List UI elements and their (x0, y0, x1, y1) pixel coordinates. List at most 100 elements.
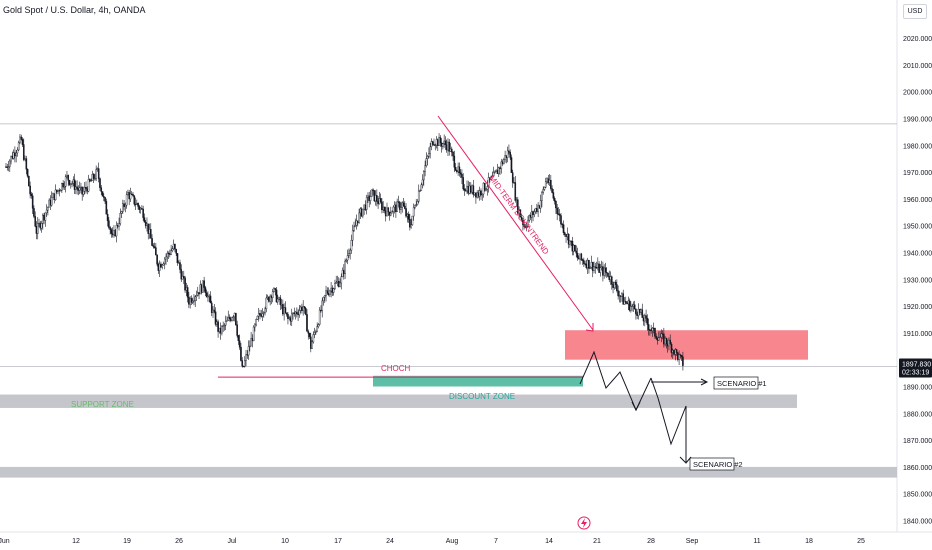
candle-body (196, 292, 199, 296)
candle-body (571, 240, 574, 252)
candle-body (48, 199, 50, 208)
candle-body (381, 201, 383, 211)
candle-body (655, 336, 658, 339)
candle-body (303, 306, 306, 309)
candle-body (364, 204, 367, 210)
candle-body (221, 326, 223, 334)
candle-body (44, 212, 47, 221)
candle-body (124, 204, 127, 207)
candle-body (110, 229, 113, 234)
candle-body (12, 152, 15, 159)
candle-body (61, 183, 63, 191)
candle-body (395, 204, 397, 213)
candle-body (177, 262, 180, 264)
candle-body (450, 148, 453, 153)
candle-body (15, 152, 17, 157)
candle-body (81, 186, 83, 195)
candle-body (499, 167, 501, 169)
candle-body (350, 240, 353, 251)
candle-body (170, 250, 172, 255)
candle-body (91, 174, 94, 181)
candle-body (29, 185, 31, 195)
candle-body (511, 172, 514, 183)
candle-body (671, 350, 674, 353)
candle-body (363, 204, 365, 210)
x-tick-label: Aug (446, 538, 459, 545)
candle-body (11, 155, 14, 159)
overlay-drawings: MID-TERM DOWNTREND CHOCH SUPPORT ZONE DISCO… (71, 115, 767, 471)
candle-body (343, 270, 345, 274)
scenario-1-arrowhead (700, 378, 709, 386)
candle-body (401, 202, 404, 208)
y-tick-label: 2020.000 (903, 36, 932, 43)
candle-body (166, 252, 169, 258)
candle-body (125, 194, 128, 206)
candle-body (250, 338, 252, 347)
candle-body (115, 225, 118, 237)
candle-body (80, 186, 82, 188)
candle-body (621, 293, 623, 297)
candle-body (645, 315, 647, 319)
candle-body (296, 311, 298, 315)
candle-body (603, 267, 605, 276)
candle-body (682, 356, 684, 366)
candle-body (76, 186, 78, 189)
candle-body (633, 304, 636, 310)
candle-body (622, 293, 625, 305)
y-axis[interactable]: 1840.000 1850.000 1860.000 1870.000 1880.000… (903, 36, 932, 525)
candle-body (500, 161, 503, 169)
candle-body (508, 150, 510, 153)
candle-body (341, 270, 344, 277)
candle-body (259, 313, 261, 316)
candle-body (534, 208, 537, 212)
candle-body (181, 276, 184, 280)
candle-body (228, 317, 231, 320)
candle-body (675, 349, 678, 353)
candle-body (588, 259, 590, 269)
candle-body (673, 350, 675, 355)
candle-body (600, 266, 603, 268)
candle-body (297, 313, 299, 316)
x-tick-label: Jun (0, 538, 10, 545)
candle-body (39, 222, 42, 229)
y-tick-label: 1910.000 (903, 331, 932, 338)
candle-body (612, 284, 614, 288)
x-axis[interactable]: Jun 12 19 26 Jul 10 17 24 Aug 7 14 21 28 Sep 11 18 25 (0, 538, 865, 545)
x-tick-label: 18 (805, 538, 813, 545)
candle-body (449, 148, 452, 152)
candle-body (437, 139, 439, 146)
candle-body (362, 208, 364, 217)
candle-body (246, 354, 249, 356)
candle-body (218, 327, 221, 332)
candle-body (310, 336, 312, 349)
candle-body (459, 172, 462, 175)
currency-button[interactable]: USD (903, 4, 927, 19)
candle-body (179, 262, 181, 270)
candle-body (327, 292, 330, 295)
candle-body (100, 187, 103, 192)
candle-body (492, 172, 495, 177)
candle-body (222, 325, 224, 327)
y-tick-label: 2000.000 (903, 90, 932, 97)
candle-body (495, 169, 498, 172)
candle-body (433, 144, 435, 146)
candle-body (382, 206, 384, 211)
candle-body (17, 142, 20, 151)
candle-body (520, 216, 523, 221)
candle-body (580, 253, 583, 260)
candle-body (270, 295, 273, 298)
candle-body (463, 188, 466, 191)
candle-body (344, 260, 346, 274)
x-tick-label: 14 (545, 538, 553, 545)
candle-body (146, 223, 148, 226)
candle-body (440, 142, 443, 147)
candle-body (602, 266, 604, 276)
candle-body (33, 208, 35, 217)
candle-body (19, 136, 21, 143)
candle-body (550, 180, 552, 189)
candle-body (7, 166, 10, 168)
candle-body (45, 209, 48, 214)
x-tick-label: 21 (593, 538, 601, 545)
candle-body (345, 259, 348, 262)
